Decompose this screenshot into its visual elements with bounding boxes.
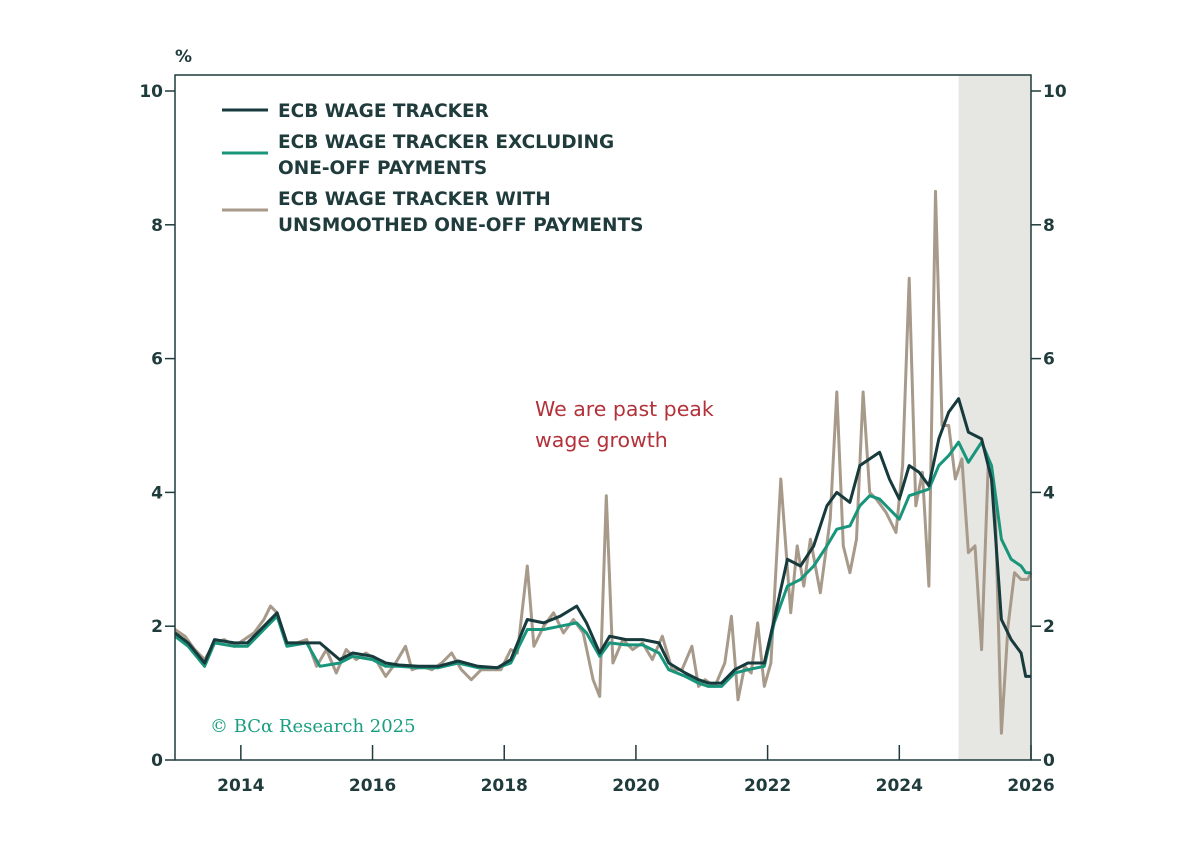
y-axis-unit: % (175, 47, 192, 67)
y-tick-label-left: 4 (151, 483, 163, 503)
series-layer (174, 189, 1033, 735)
x-tick-label: 2020 (612, 776, 659, 796)
series-line-unsmoothed-one-off (174, 189, 1033, 735)
legend: ECB WAGE TRACKER ECB WAGE TRACKER EXCLUD… (222, 101, 643, 236)
y-tick-label-right: 0 (1043, 751, 1055, 771)
y-tick-label-left: 8 (151, 216, 163, 236)
y-tick-label-left: 6 (151, 350, 163, 370)
y-tick-label-right: 4 (1043, 483, 1055, 503)
x-tick-label: 2014 (217, 776, 264, 796)
y-tick-label-right: 2 (1043, 617, 1055, 637)
legend-label-wage-tracker: ECB WAGE TRACKER (278, 101, 489, 122)
x-tick-label: 2016 (349, 776, 396, 796)
y-tick-label-right: 10 (1043, 82, 1067, 102)
y-tick-label-left: 2 (151, 617, 163, 637)
series-line-excluding-one-off (174, 440, 1031, 688)
legend-label-excluding-one-off: ECB WAGE TRACKER EXCLUDING ONE-OFF PAYMEN… (278, 132, 614, 179)
annotation-wage-growth: wage growth (535, 428, 668, 452)
bca-watermark: © BCα Research 2025 (210, 716, 416, 737)
y-tick-label-left: 0 (151, 751, 163, 771)
axis-layer: 0 0 2 2 4 4 6 6 8 8 10 10 2014 2016 2018 2020 2022 2024 20… (139, 82, 1067, 796)
x-tick-label: 2018 (481, 776, 528, 796)
x-tick-label: 2026 (1007, 776, 1054, 796)
series-line-wage-tracker (174, 397, 1031, 685)
plot-frame (174, 74, 1032, 761)
y-tick-label-left: 10 (139, 82, 163, 102)
y-tick-label-right: 8 (1043, 216, 1055, 236)
shaded-forecast-region (958, 75, 1031, 760)
annotation-past-peak: We are past peak (535, 397, 714, 421)
y-tick-label-right: 6 (1043, 350, 1055, 370)
x-tick-label: 2022 (744, 776, 791, 796)
x-tick-label: 2024 (876, 776, 923, 796)
legend-label-unsmoothed-one-off: ECB WAGE TRACKER WITH UNSMOOTHED ONE-OFF … (278, 189, 643, 236)
